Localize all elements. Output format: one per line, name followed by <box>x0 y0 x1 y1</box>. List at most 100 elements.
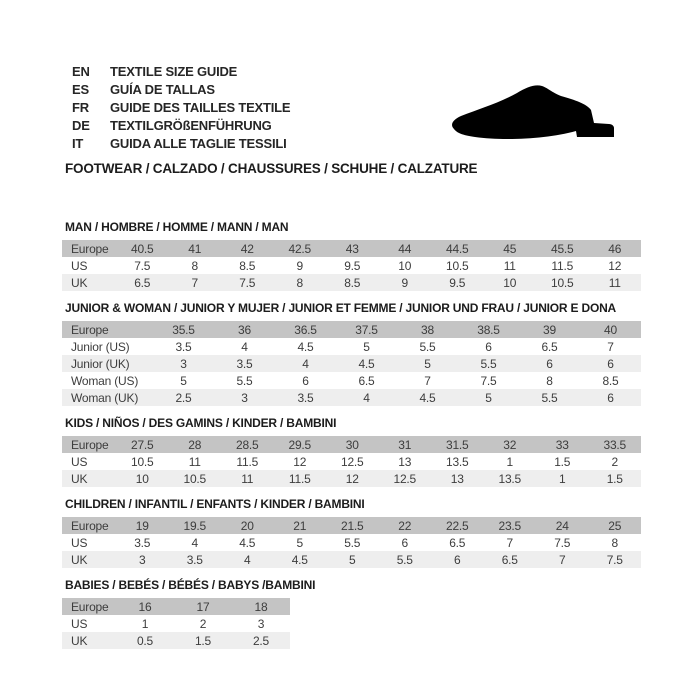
size-value: 11 <box>241 471 254 486</box>
size-value: 4 <box>191 535 199 550</box>
table-row: US 3.5 4 4.5 5 5.5 6 6.5 7 7.5 8 <box>62 534 641 551</box>
size-value: 8.5 <box>344 275 361 290</box>
size-value: 4 <box>363 390 370 405</box>
size-value: 6 <box>546 356 553 371</box>
size-value: 3.5 <box>134 535 151 550</box>
size-value: 9.5 <box>344 258 361 273</box>
size-value: 8.5 <box>239 258 256 273</box>
size-value: 9 <box>401 275 409 290</box>
size-value: 17 <box>196 599 210 614</box>
size-value: 44 <box>398 241 412 256</box>
size-value: 3.5 <box>186 552 203 567</box>
size-value: 8 <box>191 258 199 273</box>
size-value: 16 <box>138 599 152 614</box>
size-value: 3.5 <box>175 339 192 354</box>
table-header-row: Europe 16 17 18 <box>62 598 290 615</box>
size-value: 3 <box>241 390 248 405</box>
table-header-row: Europe 19 19.5 20 21 21.5 22 22.5 23.5 24 25 <box>62 517 641 534</box>
size-value: 44.5 <box>445 241 469 256</box>
size-value: 1.5 <box>194 633 212 648</box>
size-value: 20 <box>240 518 254 533</box>
size-value: 10.5 <box>130 454 154 469</box>
size-value: 7.5 <box>480 373 497 388</box>
size-value: 7 <box>506 535 514 550</box>
language-label: GUIDA ALLE TAGLIE TESSILI <box>110 136 287 151</box>
size-value: 6 <box>302 373 309 388</box>
table-header-row: Europe 40.5 41 42 42.5 43 44 44.5 45 45.5 46 <box>62 240 641 257</box>
size-value: 40.5 <box>130 241 154 256</box>
size-value: 6 <box>485 339 492 354</box>
size-value: 11.5 <box>551 258 574 273</box>
size-value: 29.5 <box>288 437 312 452</box>
size-value: 25 <box>608 518 622 533</box>
row-label: Europe <box>71 322 109 337</box>
size-value: 6.5 <box>449 535 466 550</box>
size-value: 24 <box>555 518 569 533</box>
size-value: 18 <box>254 599 268 614</box>
size-table-section: BABIES / BEBÉS / BÉBÉS / BABYS /BAMBINI E… <box>62 579 641 649</box>
size-value: 7 <box>607 339 614 354</box>
size-value: 12 <box>293 454 307 469</box>
language-code: EN <box>72 64 90 79</box>
language-row-de: DE TEXTILGRÖßENFÜHRUNG <box>72 117 290 135</box>
shoe-icon <box>452 85 614 139</box>
table-row: US 10.5 11 11.5 12 12.5 13 13.5 1 1.5 2 <box>62 453 641 470</box>
size-table-section: JUNIOR & WOMAN / JUNIOR Y MUJER / JUNIOR… <box>62 302 641 406</box>
size-value: 4.5 <box>358 356 375 371</box>
row-label: UK <box>71 633 88 648</box>
size-value: 21 <box>293 518 307 533</box>
size-value: 4.5 <box>239 535 256 550</box>
size-value: 11.5 <box>236 454 259 469</box>
size-value: 7.5 <box>606 552 623 567</box>
size-value: 11 <box>608 275 621 290</box>
size-value: 10.5 <box>550 275 574 290</box>
language-row-fr: FR GUIDE DES TAILLES TEXTILE <box>72 99 291 117</box>
size-value: 1.5 <box>606 471 623 486</box>
size-value: 41 <box>188 241 202 256</box>
size-value: 38.5 <box>477 322 500 337</box>
language-row-en: EN TEXTILE SIZE GUIDE <box>72 63 290 81</box>
size-value: 12 <box>608 258 622 273</box>
size-value: 40 <box>604 322 617 337</box>
language-code: DE <box>72 118 90 133</box>
size-value: 6 <box>401 535 409 550</box>
size-value: 9 <box>296 258 304 273</box>
size-value: 3.5 <box>297 390 314 405</box>
size-value: 3 <box>257 616 265 631</box>
language-label: GUIDE DES TAILLES TEXTILE <box>110 100 291 115</box>
size-value: 6 <box>454 552 461 567</box>
size-value: 10 <box>398 258 412 273</box>
size-value: 4.5 <box>419 390 436 405</box>
size-value: 31.5 <box>445 437 469 452</box>
size-value: 5 <box>485 390 492 405</box>
size-value: 36.5 <box>294 322 317 337</box>
size-value: 8.5 <box>602 373 619 388</box>
size-value: 28.5 <box>235 437 259 452</box>
size-value: 10.5 <box>445 258 469 273</box>
row-label: US <box>71 454 88 469</box>
size-value: 5.5 <box>480 356 497 371</box>
category-title: FOOTWEAR / CALZADO / CHAUSSURES / SCHUHE… <box>65 161 478 176</box>
row-label: UK <box>71 471 88 486</box>
size-value: 5 <box>180 373 187 388</box>
size-value: 42.5 <box>288 241 312 256</box>
size-value: 12.5 <box>340 454 364 469</box>
size-value: 46 <box>608 241 622 256</box>
table-row: UK 0.5 1.5 2.5 <box>62 632 290 649</box>
size-value: 0.5 <box>136 633 154 648</box>
size-value: 5.5 <box>236 373 253 388</box>
size-value: 5 <box>296 535 304 550</box>
size-value: 4 <box>302 356 309 371</box>
size-value: 1 <box>141 616 149 631</box>
table-row: UK 10 10.5 11 11.5 12 12.5 13 13.5 1 1.5 <box>62 470 641 487</box>
size-value: 5 <box>363 339 370 354</box>
size-value: 6 <box>607 356 614 371</box>
size-value: 42 <box>240 241 254 256</box>
size-tables: MAN / HOMBRE / HOMME / MANN / MAN Europe 4… <box>62 221 641 660</box>
size-value: 9.5 <box>449 275 466 290</box>
size-value: 13 <box>450 471 464 486</box>
size-table: Europe 40.5 41 42 42.5 43 44 44.5 45 45.5 46 US 7.5 8… <box>62 240 641 291</box>
table-row: UK 6.5 7 7.5 8 8.5 9 9.5 10 10.5 11 <box>62 274 641 291</box>
language-row-it: IT GUIDA ALLE TAGLIE TESSILI <box>72 135 290 153</box>
size-value: 7.5 <box>554 535 571 550</box>
